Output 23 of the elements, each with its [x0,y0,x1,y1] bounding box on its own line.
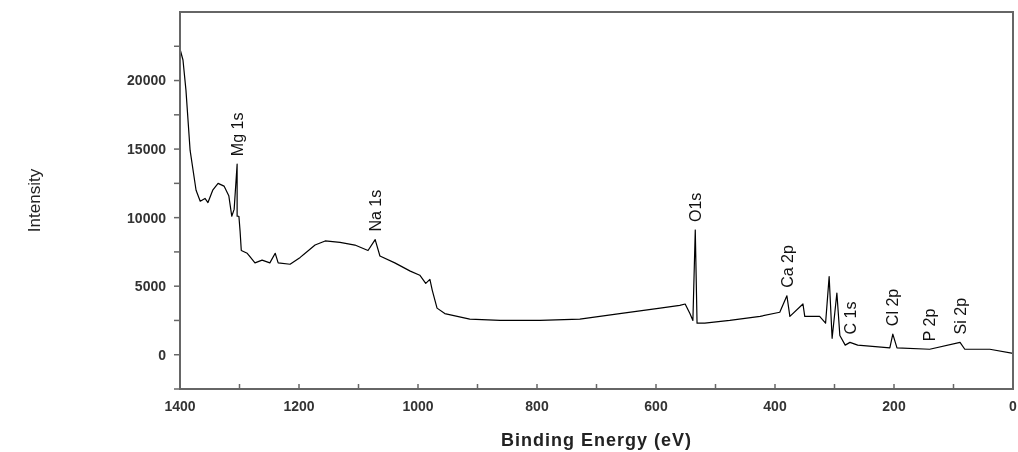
annotation: Na 1s [366,189,384,232]
x-tick-label: 400 [763,398,787,414]
annotation: O1s [686,192,704,222]
x-tick-label: 1000 [402,398,434,414]
annotation: Si 2p [951,297,969,335]
annotation: Cl 2p [884,288,902,327]
y-tick-label: 0 [158,346,167,363]
x-tick-label: 1400 [164,398,196,414]
x-axis-title: Binding Energy (eV) [500,430,693,450]
y-tick-label: 15000 [127,140,167,157]
x-tick-label: 200 [882,398,906,414]
annotation: P 2p [921,308,939,342]
annotation: Mg 1s [228,112,246,157]
x-tick-label: 1200 [283,398,315,414]
x-tick-label: 800 [525,398,549,414]
annotation: C 1s [841,301,859,335]
x-tick-label: 0 [1009,398,1018,414]
y-tick-label: 5000 [134,278,167,295]
y-tick-label: 20000 [127,72,167,89]
y-tick-label: 10000 [127,209,167,226]
y-axis-title: Intensity [25,168,44,233]
x-tick-label: 600 [644,398,668,414]
annotation: Ca 2p [778,244,796,288]
